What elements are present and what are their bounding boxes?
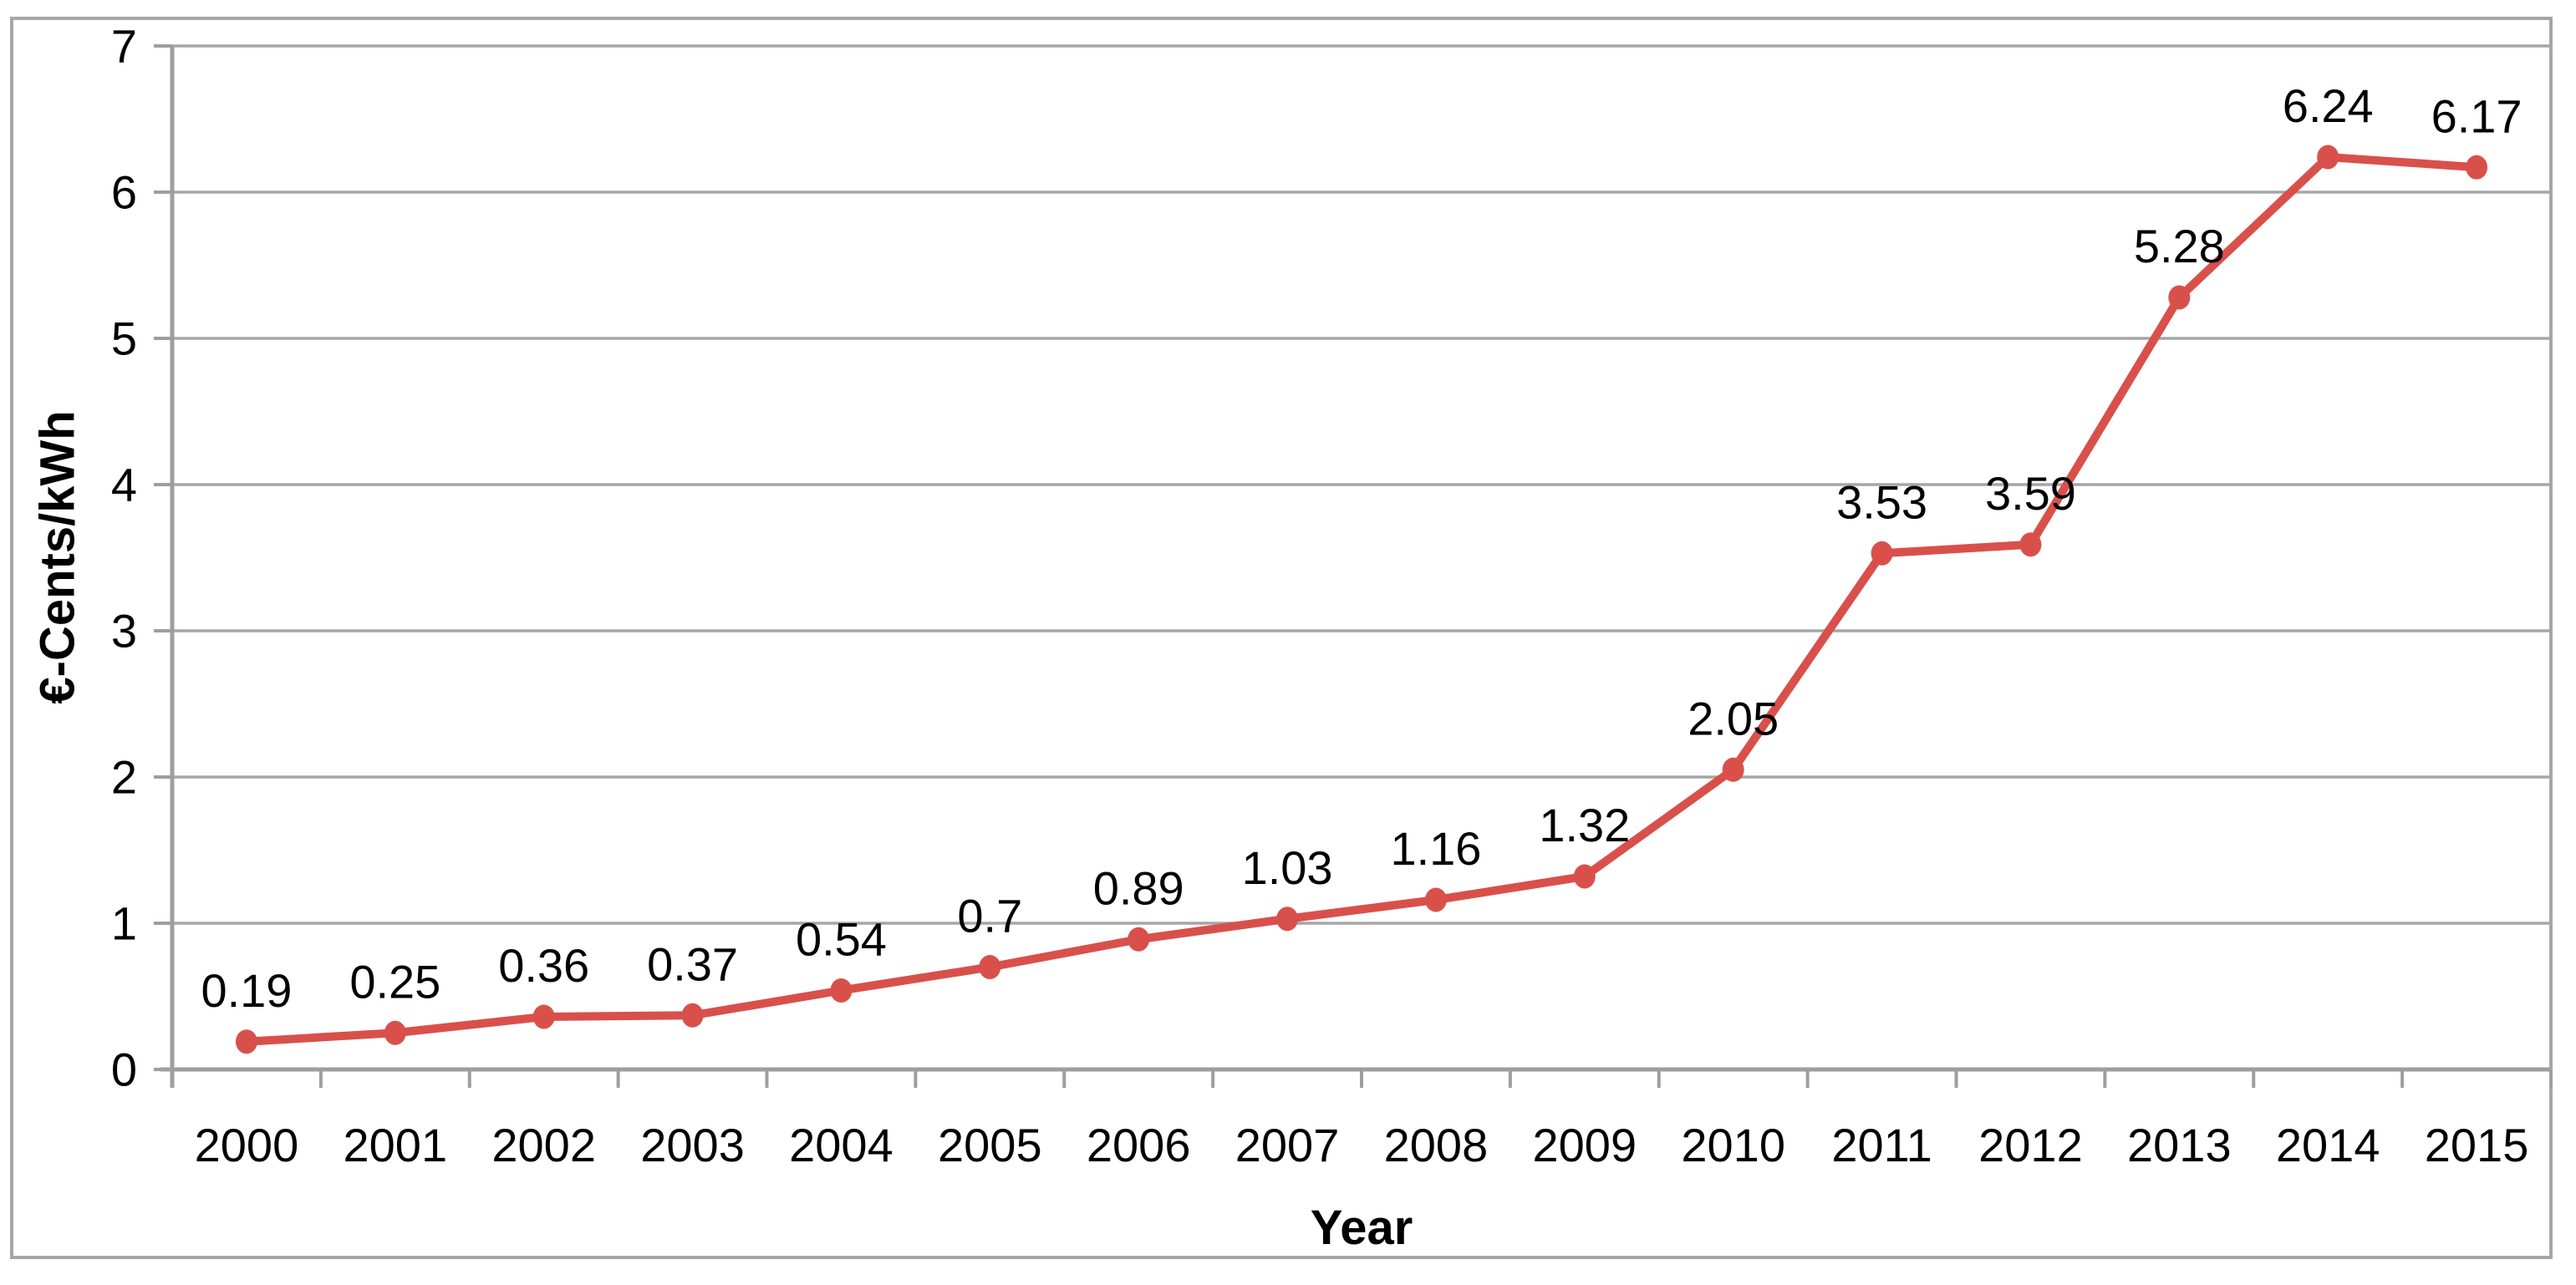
- x-tick-label-2004: 2004: [789, 1119, 893, 1171]
- x-tick-label-2002: 2002: [491, 1119, 596, 1171]
- data-label-2006: 0.89: [1093, 861, 1184, 914]
- data-label-2014: 6.24: [2283, 79, 2374, 132]
- data-point-2012: [2019, 532, 2042, 557]
- data-label-2009: 1.32: [1539, 799, 1630, 851]
- y-tick-label-3: 3: [111, 605, 137, 658]
- data-label-2002: 0.36: [498, 939, 589, 992]
- data-point-2001: [384, 1020, 406, 1045]
- data-point-2003: [681, 1003, 704, 1028]
- x-tick-label-2011: 2011: [1831, 1119, 1932, 1171]
- data-point-2014: [2317, 145, 2339, 170]
- series-line: [242, 153, 2482, 1046]
- data-point-2009: [1573, 864, 1596, 889]
- x-tick-label-2005: 2005: [938, 1119, 1042, 1171]
- data-label-2008: 1.16: [1390, 822, 1481, 875]
- data-label-2007: 1.03: [1242, 841, 1333, 894]
- x-tick-label-2008: 2008: [1384, 1119, 1489, 1171]
- y-tick-label-6: 6: [111, 166, 137, 219]
- plot-area: 0 1 2 3 4 5 6 7 0.19 2000 0.25 2001 0.36 2002 0.37 2003…: [111, 20, 2553, 1171]
- x-tick-label-2007: 2007: [1235, 1119, 1340, 1171]
- data-label-2005: 0.7: [957, 890, 1022, 942]
- data-point-2010: [1722, 757, 1744, 782]
- x-tick-label-2009: 2009: [1533, 1119, 1637, 1171]
- data-point-2002: [532, 1004, 555, 1029]
- y-tick-label-1: 1: [111, 897, 137, 950]
- data-label-2001: 0.25: [349, 955, 440, 1008]
- x-tick-label-2010: 2010: [1681, 1119, 1785, 1171]
- chart-frame: [10, 17, 2553, 1259]
- data-label-2004: 0.54: [796, 913, 887, 966]
- y-tick-label-5: 5: [111, 312, 137, 365]
- x-tick-label-2012: 2012: [1978, 1119, 2083, 1171]
- data-point-2007: [1276, 907, 1299, 932]
- x-tick-label-2006: 2006: [1087, 1119, 1191, 1171]
- y-tick-label-4: 4: [111, 459, 137, 511]
- data-label-2015: 6.17: [2431, 89, 2523, 142]
- y-tick-label-0: 0: [111, 1044, 137, 1096]
- data-point-2005: [979, 955, 1001, 979]
- x-tick-label-2015: 2015: [2425, 1119, 2529, 1171]
- y-axis-title: €-Cents/kWh: [30, 410, 84, 703]
- x-axis-title: Year: [1311, 1201, 1413, 1255]
- x-tick-label-2014: 2014: [2276, 1119, 2380, 1171]
- data-point-2013: [2168, 285, 2191, 310]
- data-label-2000: 0.19: [201, 964, 292, 1017]
- data-label-2003: 0.37: [647, 937, 738, 990]
- data-label-2011: 3.53: [1836, 475, 1927, 528]
- y-tick-label-2: 2: [111, 751, 137, 804]
- data-point-2006: [1128, 927, 1150, 952]
- data-label-2010: 2.05: [1688, 692, 1779, 744]
- data-label-2012: 3.59: [1985, 467, 2076, 520]
- x-tick-label-2001: 2001: [344, 1119, 448, 1171]
- data-point-2000: [235, 1029, 257, 1054]
- data-point-2015: [2466, 155, 2488, 180]
- data-point-2004: [830, 978, 853, 1003]
- y-tick-label-7: 7: [111, 20, 137, 73]
- x-tick-label-2013: 2013: [2127, 1119, 2232, 1171]
- x-tick-label-2000: 2000: [195, 1119, 299, 1171]
- data-point-2011: [1871, 541, 1893, 566]
- data-point-2008: [1424, 887, 1447, 912]
- x-tick-label-2003: 2003: [640, 1119, 745, 1171]
- data-label-2013: 5.28: [2134, 220, 2225, 272]
